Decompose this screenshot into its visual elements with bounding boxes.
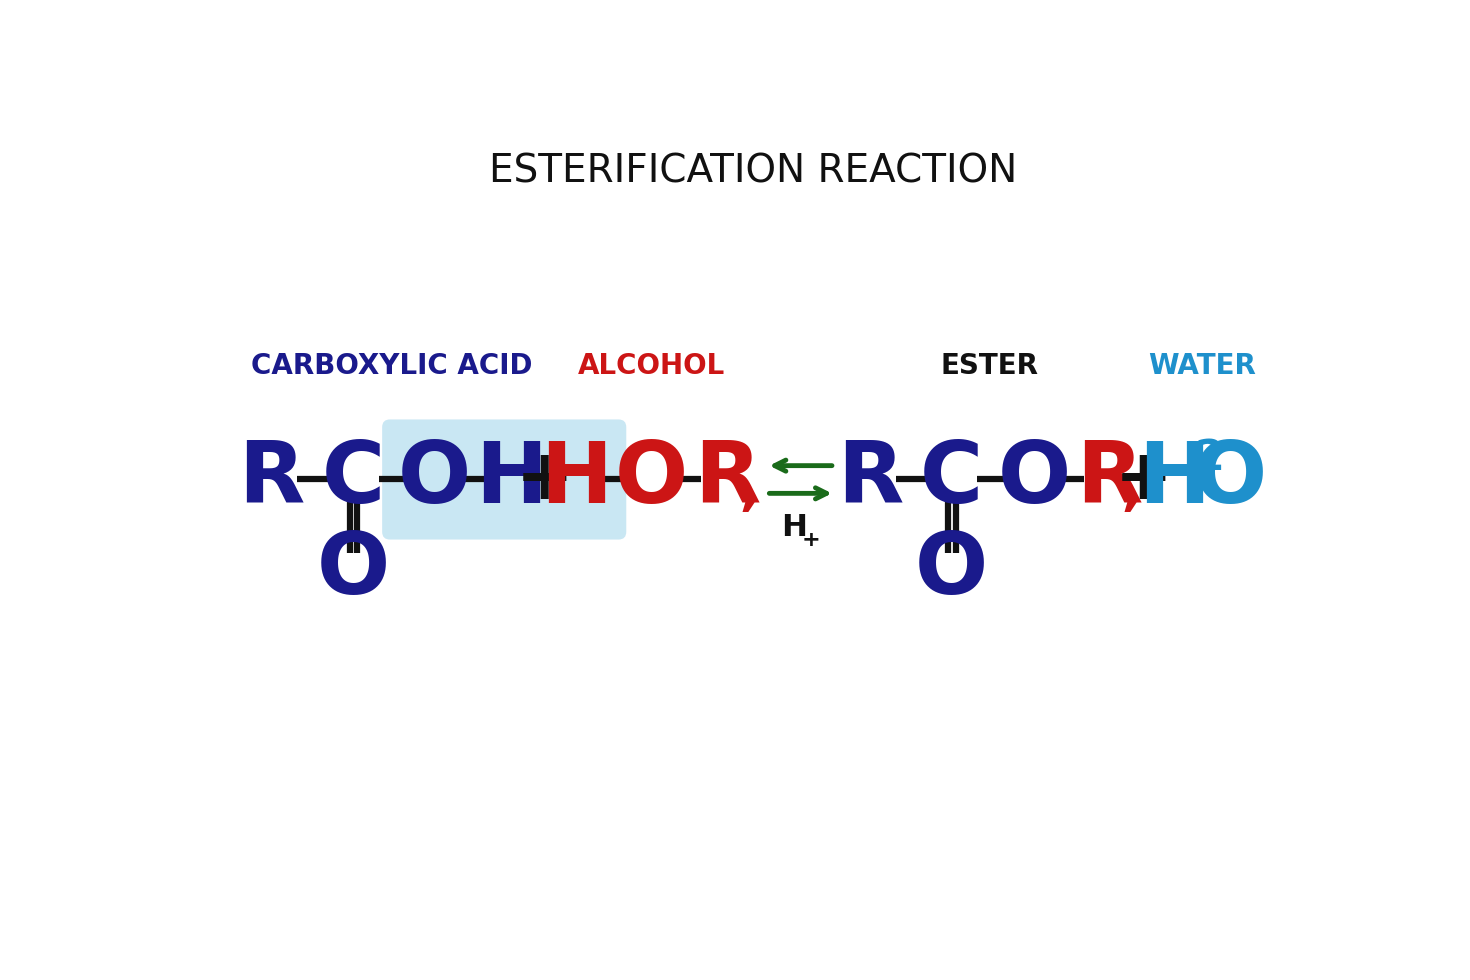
Text: R: R — [238, 438, 304, 521]
Text: H: H — [539, 438, 612, 521]
Text: ’: ’ — [1120, 493, 1141, 547]
Text: R: R — [1076, 438, 1142, 521]
Text: O: O — [398, 438, 472, 521]
Text: O: O — [318, 529, 390, 612]
Text: +: + — [803, 529, 820, 550]
Text: O: O — [916, 529, 988, 612]
Text: ’: ’ — [738, 493, 760, 547]
Text: +: + — [1114, 446, 1172, 513]
Text: ALCOHOL: ALCOHOL — [578, 352, 725, 379]
Text: R: R — [838, 438, 904, 521]
Text: H: H — [782, 513, 807, 542]
Text: H: H — [476, 438, 547, 521]
Text: CARBOXYLIC ACID: CARBOXYLIC ACID — [251, 352, 532, 379]
FancyBboxPatch shape — [382, 419, 626, 540]
Text: ESTERIFICATION REACTION: ESTERIFICATION REACTION — [490, 153, 1017, 190]
Text: C: C — [322, 438, 385, 521]
Text: +: + — [516, 446, 573, 513]
Text: H: H — [1138, 438, 1210, 521]
Text: 2: 2 — [1195, 437, 1225, 479]
Text: R: R — [694, 438, 760, 521]
Text: WATER: WATER — [1148, 352, 1255, 379]
Text: O: O — [616, 438, 688, 521]
Text: O: O — [997, 438, 1070, 521]
Text: C: C — [920, 438, 983, 521]
Text: ESTER: ESTER — [941, 352, 1039, 379]
Text: O: O — [1194, 438, 1267, 521]
